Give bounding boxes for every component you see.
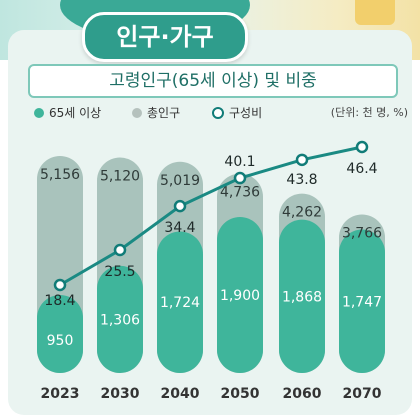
- ratio-value-label: 18.4: [44, 293, 75, 309]
- legend-label-ratio: 구성비: [229, 106, 263, 120]
- total-value-label: 5,156: [40, 167, 80, 183]
- ratio-point: [295, 153, 309, 167]
- elderly-value-label: 1,900: [220, 288, 260, 304]
- unit-label: (단위: 천 명, %): [330, 106, 408, 119]
- total-value-label: 4,736: [220, 185, 260, 201]
- elderly-bar: [157, 231, 203, 373]
- elderly-bar: [279, 219, 325, 373]
- total-value-label: 4,262: [282, 205, 322, 221]
- total-value-label: 5,019: [160, 173, 200, 189]
- elderly-value-label: 1,747: [342, 294, 382, 310]
- legend-item-elderly: 65세 이상: [34, 104, 101, 121]
- legend-item-total: 총인구: [132, 104, 180, 121]
- legend-label-elderly: 65세 이상: [49, 106, 102, 120]
- x-tick-label: 2040: [161, 386, 200, 402]
- ratio-value-label: 46.4: [346, 161, 377, 177]
- total-value-label: 3,766: [342, 226, 382, 242]
- x-tick-label: 2023: [41, 386, 80, 402]
- legend-swatch-elderly: [34, 107, 44, 118]
- ratio-point: [113, 243, 127, 257]
- ratio-value-label: 25.5: [104, 264, 135, 280]
- page-title: 인구·가구: [82, 12, 248, 62]
- elderly-value-label: 950: [47, 333, 74, 349]
- ratio-point: [355, 140, 369, 154]
- elderly-bar: [339, 229, 385, 373]
- legend-swatch-ratio: [212, 106, 224, 119]
- ratio-line: [59, 145, 363, 287]
- elderly-value-label: 1,724: [160, 295, 200, 311]
- elderly-bar: [217, 217, 263, 373]
- ratio-value-label: 43.8: [286, 172, 317, 188]
- x-tick-label: 2070: [343, 386, 382, 402]
- ratio-value-label: 34.4: [164, 220, 195, 236]
- ratio-value-label: 40.1: [224, 154, 255, 170]
- total-value-label: 5,120: [100, 169, 140, 185]
- legend-label-total: 총인구: [147, 106, 181, 120]
- ratio-point: [173, 199, 187, 213]
- elderly-value-label: 1,868: [282, 289, 322, 305]
- elderly-bar: [37, 295, 83, 373]
- x-tick-label: 2030: [101, 386, 140, 402]
- elderly-value-label: 1,306: [100, 312, 140, 328]
- ratio-point: [53, 278, 67, 292]
- legend: 65세 이상 총인구 구성비 (단위: 천 명, %): [0, 104, 420, 122]
- chart-subtitle: 고령인구(65세 이상) 및 비중: [28, 64, 398, 98]
- x-tick-label: 2060: [283, 386, 322, 402]
- decorative-shape: [355, 0, 395, 25]
- legend-swatch-total: [132, 107, 142, 118]
- x-tick-label: 2050: [221, 386, 260, 402]
- elderly-bar: [97, 265, 143, 373]
- ratio-point: [233, 171, 247, 185]
- legend-item-ratio: 구성비: [212, 104, 262, 121]
